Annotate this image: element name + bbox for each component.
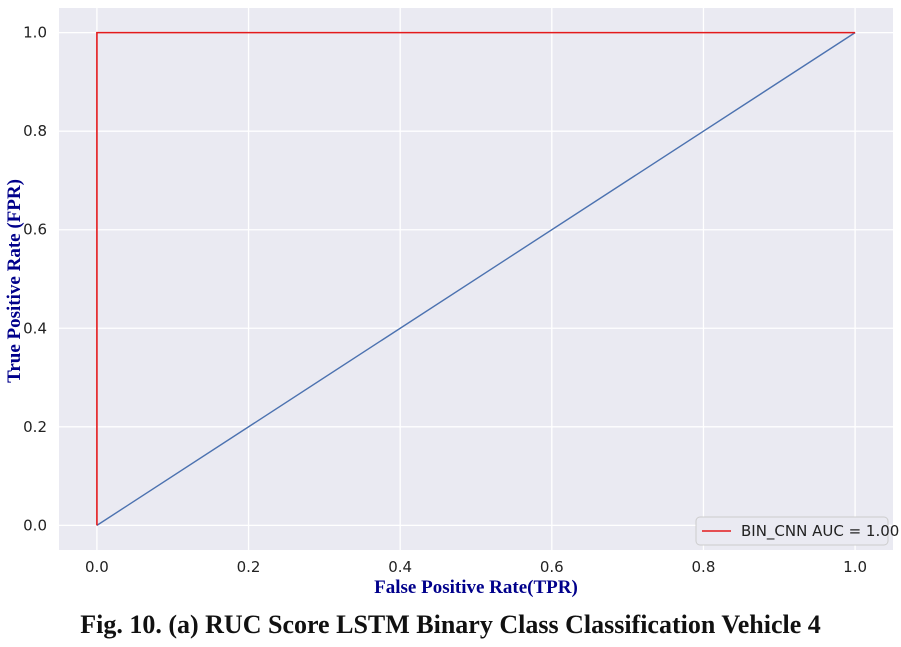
x-tick-label: 0.8 <box>692 558 716 576</box>
y-tick-label: 0.4 <box>23 319 47 337</box>
series-layer <box>96 31 856 526</box>
x-tick-label: 0.4 <box>388 558 412 576</box>
legend-box <box>695 516 889 546</box>
y-tick-labels: 0.0 0.2 0.4 0.6 0.8 1.0 <box>23 24 47 535</box>
y-tick-label: 0.8 <box>23 122 47 140</box>
x-tick-label: 0.6 <box>540 558 564 576</box>
y-tick-label: 0.0 <box>23 516 47 534</box>
x-tick-label: 0.0 <box>85 558 109 576</box>
x-tick-label: 0.2 <box>237 558 261 576</box>
diagonal-reference-line <box>96 32 856 526</box>
grid-lines <box>59 8 893 550</box>
legend: BIN_CNN AUC = 1.00 <box>695 516 899 546</box>
x-tick-label: 1.0 <box>843 558 867 576</box>
y-tick-label: 0.2 <box>23 418 47 436</box>
x-tick-labels: 0.0 0.2 0.4 0.6 0.8 1.0 <box>85 558 867 576</box>
legend-entry-label: BIN_CNN AUC = 1.00 <box>741 522 899 541</box>
figure-caption: Fig. 10. (a) RUC Score LSTM Binary Class… <box>80 610 821 639</box>
roc-curve-line <box>96 31 856 526</box>
y-tick-label: 0.6 <box>23 221 47 239</box>
y-tick-label: 1.0 <box>23 24 47 42</box>
y-axis-label: True Positive Rate (FPR) <box>4 179 25 383</box>
x-axis-label: False Positive Rate(TPR) <box>374 577 578 598</box>
